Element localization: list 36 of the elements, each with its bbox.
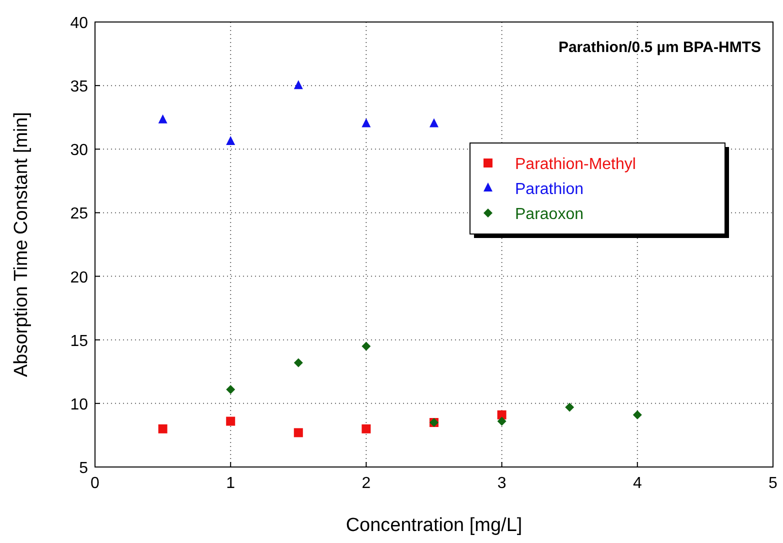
point xyxy=(294,428,303,438)
point xyxy=(226,136,236,146)
y-tick-label: 5 xyxy=(79,460,88,477)
point xyxy=(158,114,168,124)
point xyxy=(497,410,506,420)
point xyxy=(294,358,303,368)
point xyxy=(226,416,236,426)
legend-label: Paraoxon xyxy=(515,206,584,223)
y-axis-title: Absorption Time Constant [min] xyxy=(11,112,32,378)
x-tick-label: 4 xyxy=(632,475,642,492)
x-tick-label: 5 xyxy=(768,475,778,492)
point xyxy=(632,410,642,420)
y-tick-label: 25 xyxy=(70,206,88,223)
point xyxy=(497,416,506,426)
y-tick-label: 30 xyxy=(70,142,88,160)
x-tick-label: 1 xyxy=(226,475,236,492)
point xyxy=(294,80,303,90)
y-tick-label: 20 xyxy=(70,269,88,286)
point xyxy=(158,424,168,434)
text: Parathion/0.5 µm BPA-HMTS xyxy=(558,39,761,56)
point xyxy=(430,118,438,128)
y-tick-label: 35 xyxy=(70,78,88,96)
y-tick-label: 15 xyxy=(70,332,88,350)
point xyxy=(226,384,236,394)
y-tick-label: 40 xyxy=(70,15,88,32)
point xyxy=(362,118,371,128)
x-tick-label: 0 xyxy=(90,475,100,492)
legend-label: Parathion-Methyl xyxy=(515,156,636,173)
point xyxy=(362,424,371,434)
point xyxy=(362,342,371,351)
legend-label: Parathion xyxy=(515,181,584,198)
point xyxy=(565,402,574,412)
y-tick-label: 10 xyxy=(70,396,88,414)
x-axis-title: Concentration [mg/L] xyxy=(346,515,522,536)
x-tick-label: 3 xyxy=(497,475,506,492)
x-tick-label: 2 xyxy=(362,475,371,492)
